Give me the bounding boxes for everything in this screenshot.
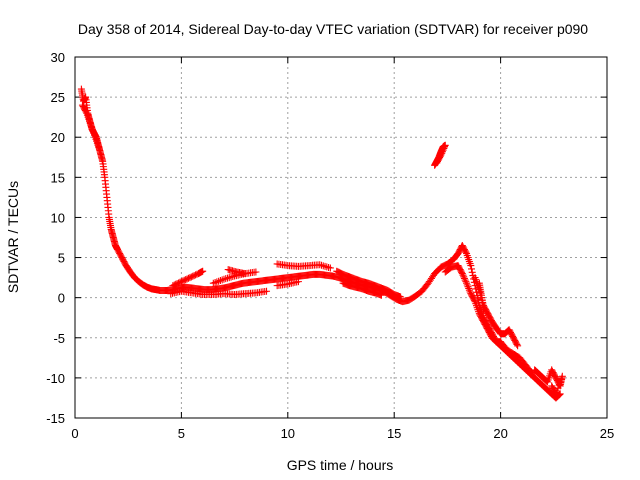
y-tick-label: 20 [51, 130, 65, 145]
data-point [465, 284, 473, 292]
chart-title: Day 358 of 2014, Sidereal Day-to-day VTE… [78, 21, 588, 37]
data-point [555, 391, 563, 399]
data-point [241, 270, 249, 278]
data-point [216, 277, 224, 285]
y-tick-label: 25 [51, 90, 65, 105]
data-point [466, 288, 474, 296]
x-tick-label: 10 [281, 426, 295, 441]
x-tick-label: 15 [387, 426, 401, 441]
data-point [464, 283, 472, 291]
data-point [514, 342, 522, 350]
data-point [211, 279, 219, 287]
data-point [548, 382, 556, 390]
data-point [548, 383, 556, 391]
y-tick-label: 0 [58, 291, 65, 306]
data-point [458, 268, 466, 276]
y-tick-label: -15 [46, 411, 65, 426]
grid [75, 57, 607, 418]
data-point [558, 372, 566, 380]
data-point [460, 274, 468, 282]
x-tick-label: 5 [178, 426, 185, 441]
x-tick-labels: 0 5 10 15 20 25 [71, 426, 614, 441]
data-point [480, 306, 488, 314]
data-point [441, 143, 449, 151]
data-point [467, 262, 475, 270]
y-tick-label: 15 [51, 170, 65, 185]
data-point [459, 271, 467, 279]
data-point [377, 291, 385, 299]
data-point [462, 278, 470, 286]
plot-frame [74, 56, 608, 419]
data-point [215, 277, 223, 285]
data-point [439, 146, 447, 154]
data-point [556, 378, 564, 386]
x-axis-label: GPS time / hours [287, 457, 394, 473]
data-point [252, 268, 260, 276]
data-point [263, 287, 271, 295]
data-point [95, 145, 103, 153]
data-point [213, 278, 221, 286]
x-tick-label: 0 [71, 426, 78, 441]
x-tick-label: 20 [493, 426, 507, 441]
data-point [209, 279, 217, 287]
data-point [470, 296, 478, 304]
data-point [468, 268, 476, 276]
data-point [294, 278, 302, 286]
data-point [555, 381, 563, 389]
data-point [463, 279, 471, 287]
x-tick-label: 25 [600, 426, 614, 441]
data-point [433, 158, 441, 166]
data-point [441, 141, 449, 149]
data-point [199, 267, 207, 275]
data-point [218, 276, 226, 284]
y-tick-label: -5 [53, 331, 65, 346]
data-point [458, 270, 466, 278]
data-point [438, 149, 446, 157]
y-tick-labels: -15 -10 -5 0 5 10 15 20 25 30 [46, 50, 65, 426]
data-point [82, 108, 90, 116]
data-point [462, 248, 470, 256]
data-point [513, 340, 521, 348]
y-tick-label: 5 [58, 251, 65, 266]
data-point [397, 293, 405, 301]
y-tick-label: 30 [51, 50, 65, 65]
data-point [438, 148, 446, 156]
y-tick-label: 10 [51, 210, 65, 225]
y-tick-label: -10 [46, 371, 65, 386]
data-point [326, 264, 334, 272]
data-points [77, 85, 566, 402]
data-point [557, 375, 565, 383]
data-point [461, 276, 469, 284]
data-point [465, 286, 473, 294]
data-point [433, 159, 441, 167]
data-point [460, 273, 468, 281]
data-point [463, 281, 471, 289]
data-point [440, 144, 448, 152]
data-point [468, 265, 476, 273]
y-axis-label: SDTVAR / TECUs [5, 181, 21, 293]
